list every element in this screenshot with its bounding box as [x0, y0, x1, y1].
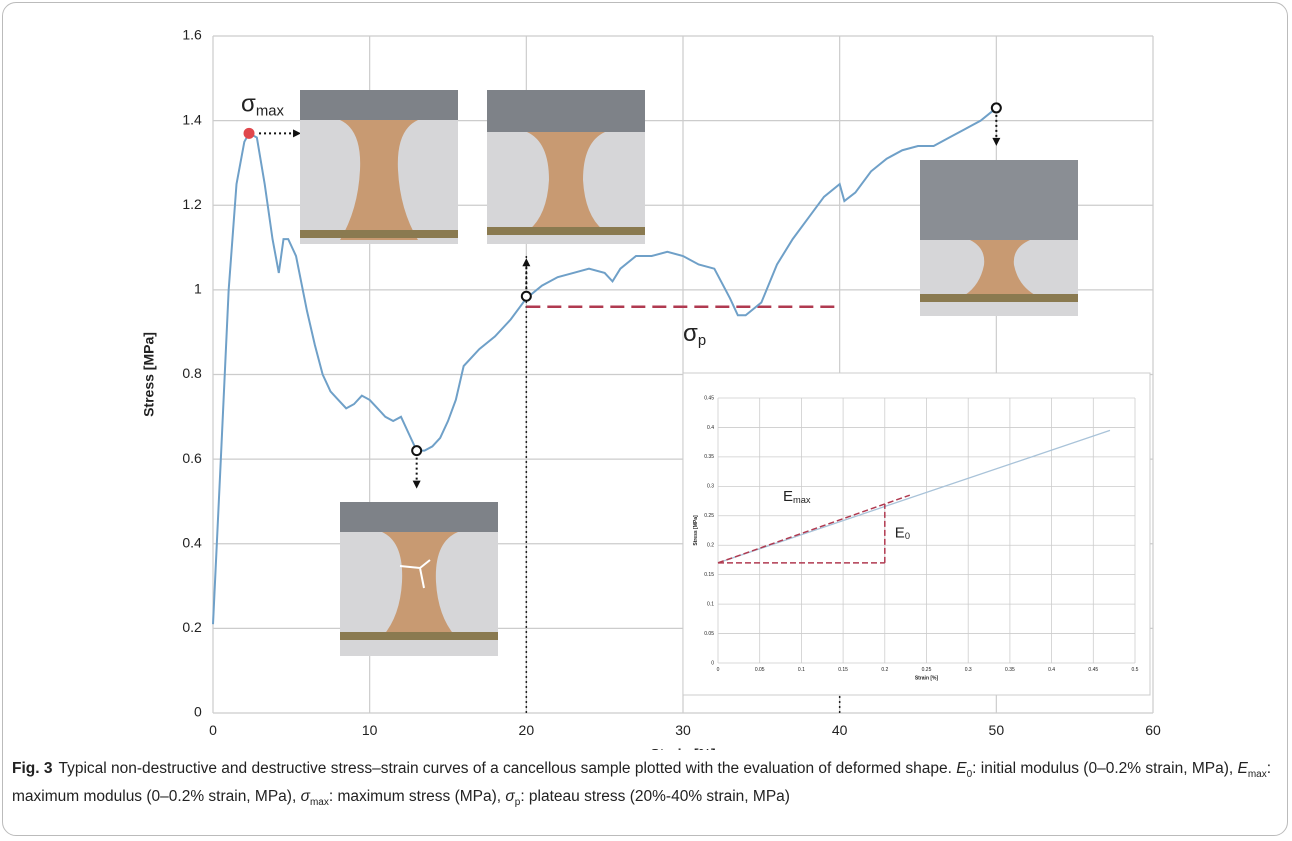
x-tick-label: 0.2 [881, 667, 888, 673]
arrow-head [413, 481, 421, 489]
e0-label-sub: 0 [905, 532, 910, 542]
y-tick-label: 1.2 [182, 196, 202, 212]
caption-text: E [956, 760, 966, 777]
y-tick-label: 0.05 [704, 631, 714, 637]
y-axis-label: Stress [MPa] [141, 332, 157, 417]
x-tick-label: 0.5 [1132, 667, 1139, 673]
peak-label-sub: max [256, 103, 285, 119]
caption-text: σ [505, 788, 514, 805]
emax-label-sub: max [793, 495, 811, 505]
point-marker [412, 446, 421, 455]
photo [920, 160, 1078, 316]
y-tick-label: 0.8 [182, 365, 202, 381]
caption-text: : maximum stress (MPa), [329, 788, 506, 805]
y-tick-label: 0.15 [704, 572, 714, 578]
y-tick-label: 1.4 [182, 111, 202, 127]
x-tick-label: 60 [1145, 722, 1161, 738]
arrow-head [522, 258, 530, 266]
chart: 0 0.2 0.4 0.6 0.8 1 1.2 1.4 1.6 0 10 20 30 40 50 60 Stra… [0, 0, 1292, 750]
e0-label-symbol: E [895, 524, 905, 541]
y-tick-label: 0.35 [704, 454, 714, 460]
x-tick-label: 0.3 [965, 667, 972, 673]
y-tick-label: 0.4 [707, 425, 714, 431]
x-tick-label: 10 [362, 722, 378, 738]
y-tick-label: 1.6 [182, 27, 202, 43]
x-tick-label: 0 [209, 722, 217, 738]
caption-text: Typical non-destructive and destructive … [58, 760, 956, 777]
x-tick-label: 0 [717, 667, 720, 673]
plateau-label-sub: p [698, 333, 706, 349]
x-tick-label: 0.1 [798, 667, 805, 673]
photo [487, 90, 645, 244]
plateau-label-symbol: σ [683, 320, 698, 347]
x-axis-label: Strain [%] [650, 746, 715, 750]
x-tick-label: 0.4 [1048, 667, 1055, 673]
page: 0 0.2 0.4 0.6 0.8 1 1.2 1.4 1.6 0 10 20 30 40 50 60 Stra… [0, 0, 1292, 841]
plateau-label: σp [683, 320, 706, 349]
photo [340, 502, 498, 656]
y-tick-label: 0.2 [182, 619, 202, 635]
y-tick-label: 0 [194, 704, 202, 720]
caption: Fig. 3 Typical non-destructive and destru… [12, 758, 1282, 814]
peak-label-symbol: σ [241, 91, 256, 118]
x-tick-label: 0.25 [922, 667, 932, 673]
y-tick-label: 0 [711, 660, 714, 666]
y-tick-label: 0.1 [707, 601, 714, 607]
y-tick-label: 1 [194, 281, 202, 297]
arrow-head [293, 129, 301, 137]
y-tick-label: 0.4 [182, 534, 202, 550]
y-tick-label: 0.25 [704, 513, 714, 519]
x-tick-label: 0.05 [755, 667, 765, 673]
inset-chart: 0 0.05 0.1 0.15 0.2 0.25 0.3 0.35 0.4 0.45 0 0.05 0.… [683, 373, 1150, 695]
y-tick-label: 0.2 [707, 543, 714, 549]
x-tick-label: 0.15 [838, 667, 848, 673]
x-axis-label: Strain [%] [915, 675, 939, 681]
x-tick-label: 30 [675, 722, 691, 738]
point-marker [245, 129, 254, 138]
x-tick-label: 20 [519, 722, 535, 738]
arrow-head [992, 138, 1000, 146]
x-tick-label: 40 [832, 722, 848, 738]
y-axis-label: Stress [MPa] [693, 515, 699, 546]
emax-label-symbol: E [783, 488, 793, 505]
point-marker [992, 103, 1001, 112]
caption-text: σ [301, 788, 310, 805]
caption-text: : initial modulus (0–0.2% strain, MPa), [972, 760, 1237, 777]
caption-text: E [1238, 760, 1248, 777]
y-tick-label: 0.45 [704, 395, 714, 401]
x-tick-label: 0.35 [1005, 667, 1015, 673]
y-tick-label: 0.3 [707, 484, 714, 490]
peak-label: σmax [241, 91, 284, 120]
y-tick-label: 0.6 [182, 450, 202, 466]
caption-text: : plateau stress (20%-40% strain, MPa) [520, 788, 790, 805]
photo [300, 90, 458, 244]
caption-text: max [310, 797, 329, 808]
point-marker [522, 292, 531, 301]
x-tick-label: 0.45 [1088, 667, 1098, 673]
inset-frame [683, 373, 1150, 695]
caption-text: max [1248, 769, 1267, 780]
caption-label: Fig. 3 [12, 760, 52, 777]
x-tick-label: 50 [989, 722, 1005, 738]
